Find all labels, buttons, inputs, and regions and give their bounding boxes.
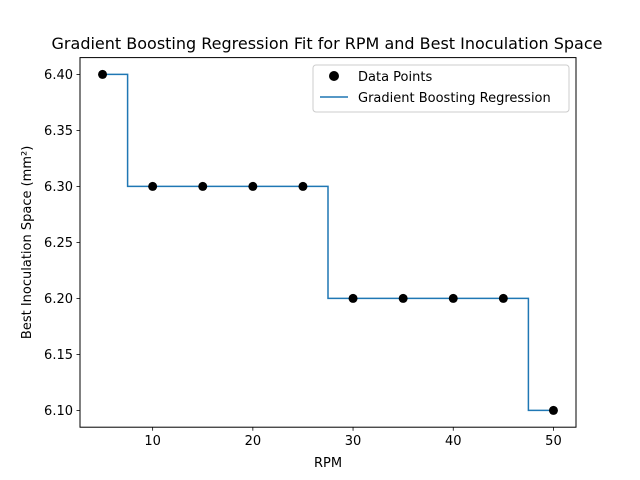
x-tick-label: 50	[545, 434, 562, 449]
x-tick-label: 20	[245, 434, 262, 449]
legend-marker-data-points	[329, 71, 339, 81]
y-tick-label: 6.35	[44, 124, 73, 139]
y-tick-label: 6.15	[44, 348, 73, 363]
legend-box	[312, 64, 570, 113]
data-point	[198, 181, 208, 191]
x-axis-label: RPM	[314, 456, 342, 471]
data-point	[298, 181, 308, 191]
y-tick-label: 6.30	[44, 180, 73, 195]
y-tick-label: 6.40	[44, 68, 73, 83]
data-point	[548, 405, 558, 415]
x-tick-label: 10	[144, 434, 161, 449]
y-axis-ticks: 6.10 6.15 6.20 6.25 6.30 6.35 6.40	[44, 68, 80, 419]
y-tick-label: 6.10	[44, 404, 73, 419]
plot-frame	[79, 57, 577, 428]
data-point	[98, 69, 108, 79]
data-point	[248, 181, 258, 191]
data-point	[148, 181, 158, 191]
regression-line-group	[102, 73, 554, 412]
data-point	[398, 293, 408, 303]
x-tick-label: 30	[345, 434, 362, 449]
legend-label-data-points: Data Points	[358, 70, 432, 85]
legend-label-regression: Gradient Boosting Regression	[358, 91, 551, 106]
data-point	[498, 293, 508, 303]
x-tick-label: 40	[445, 434, 462, 449]
y-axis-label: Best Inoculation Space (mm²)	[20, 146, 35, 339]
data-points-group	[98, 69, 558, 415]
y-tick-label: 6.25	[44, 236, 73, 251]
x-axis-ticks: 10 20 30 40 50	[144, 427, 562, 449]
data-point	[348, 293, 358, 303]
y-tick-label: 6.20	[44, 292, 73, 307]
chart-title: Gradient Boosting Regression Fit for RPM…	[52, 34, 603, 53]
regression-line	[102, 73, 554, 412]
legend: Data Points Gradient Boosting Regression	[312, 64, 570, 113]
data-point	[448, 293, 458, 303]
